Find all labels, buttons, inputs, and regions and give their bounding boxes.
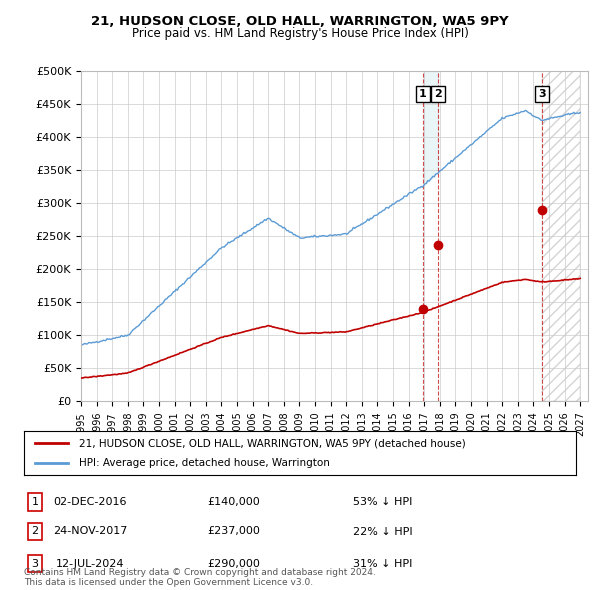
Text: £290,000: £290,000 xyxy=(208,559,260,569)
Text: 02-DEC-2016: 02-DEC-2016 xyxy=(53,497,127,507)
Text: 22% ↓ HPI: 22% ↓ HPI xyxy=(353,526,413,536)
Text: 2: 2 xyxy=(434,89,442,99)
Text: HPI: Average price, detached house, Warrington: HPI: Average price, detached house, Warr… xyxy=(79,458,330,467)
Text: 1: 1 xyxy=(32,497,38,507)
Text: 31% ↓ HPI: 31% ↓ HPI xyxy=(353,559,412,569)
Text: 2: 2 xyxy=(31,526,38,536)
Text: 53% ↓ HPI: 53% ↓ HPI xyxy=(353,497,412,507)
Text: £237,000: £237,000 xyxy=(208,526,260,536)
Text: Contains HM Land Registry data © Crown copyright and database right 2024.
This d: Contains HM Land Registry data © Crown c… xyxy=(24,568,376,587)
Text: 3: 3 xyxy=(538,89,545,99)
Text: 24-NOV-2017: 24-NOV-2017 xyxy=(53,526,127,536)
Text: 12-JUL-2024: 12-JUL-2024 xyxy=(56,559,124,569)
Text: 3: 3 xyxy=(32,559,38,569)
Text: 21, HUDSON CLOSE, OLD HALL, WARRINGTON, WA5 9PY (detached house): 21, HUDSON CLOSE, OLD HALL, WARRINGTON, … xyxy=(79,438,466,448)
Text: Price paid vs. HM Land Registry's House Price Index (HPI): Price paid vs. HM Land Registry's House … xyxy=(131,27,469,40)
Text: 21, HUDSON CLOSE, OLD HALL, WARRINGTON, WA5 9PY: 21, HUDSON CLOSE, OLD HALL, WARRINGTON, … xyxy=(91,15,509,28)
Text: 1: 1 xyxy=(419,89,427,99)
Text: £140,000: £140,000 xyxy=(208,497,260,507)
